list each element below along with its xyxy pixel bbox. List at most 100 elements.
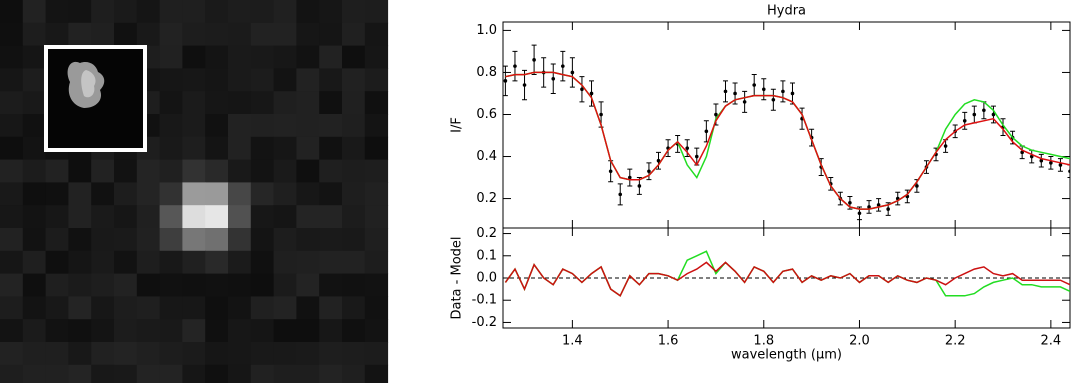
- panel: Data - Modelwavelength (μm)-0.2-0.10.00.…: [450, 226, 1071, 362]
- pixel: [319, 114, 342, 137]
- x-tick-label: 1.8: [753, 334, 774, 349]
- pixel: [365, 296, 388, 319]
- pixel: [137, 251, 160, 274]
- pixel: [205, 342, 228, 365]
- pixel: [251, 274, 274, 297]
- plot-area: [505, 251, 1070, 295]
- pixel: [342, 319, 365, 342]
- pixel: [228, 68, 251, 91]
- y-axis-label: I/F: [450, 117, 465, 133]
- y-tick-label: 0.4: [476, 149, 497, 164]
- pixel: [205, 91, 228, 114]
- pixel: [274, 137, 297, 160]
- pixel: [160, 68, 183, 91]
- pixel: [296, 137, 319, 160]
- pixel: [114, 274, 137, 297]
- y-tick-label: 0.0: [476, 271, 497, 286]
- x-tick-label: 2.4: [1041, 334, 1062, 349]
- pixel: [137, 23, 160, 46]
- pixel: [296, 365, 319, 383]
- pixel: [296, 23, 319, 46]
- pixel: [251, 205, 274, 228]
- pixel: [319, 68, 342, 91]
- y-axis-label: Data - Model: [450, 236, 465, 319]
- pixel: [319, 182, 342, 205]
- pixel: [274, 228, 297, 251]
- pixel: [114, 365, 137, 383]
- pixel: [0, 228, 23, 251]
- pixel: [91, 228, 114, 251]
- pixel: [68, 365, 91, 383]
- pixel: [0, 342, 23, 365]
- x-tick-label: 1.4: [562, 334, 583, 349]
- pixel: [319, 160, 342, 183]
- pixel: [23, 46, 46, 69]
- pixel: [296, 0, 319, 23]
- pixel: [160, 91, 183, 114]
- pixel: [114, 160, 137, 183]
- data-point: [791, 92, 795, 96]
- pixel: [182, 91, 205, 114]
- pixel: [296, 182, 319, 205]
- pixel: [137, 160, 160, 183]
- pixel: [296, 251, 319, 274]
- data-point: [714, 113, 718, 117]
- pixel: [114, 319, 137, 342]
- pixel: [274, 91, 297, 114]
- pixel: [137, 296, 160, 319]
- data-point: [647, 169, 651, 173]
- pixel: [274, 274, 297, 297]
- pixel: [365, 251, 388, 274]
- pixel: [114, 0, 137, 23]
- pixel: [160, 251, 183, 274]
- pixel: [342, 205, 365, 228]
- pixel: [251, 46, 274, 69]
- pixel: [160, 182, 183, 205]
- pixel: [228, 46, 251, 69]
- plot-area: [503, 45, 1073, 219]
- pixel: [23, 137, 46, 160]
- pixel: [205, 182, 228, 205]
- data-point: [638, 184, 642, 188]
- pixel: [114, 228, 137, 251]
- pixel: [46, 342, 69, 365]
- pixel: [251, 319, 274, 342]
- pixel: [0, 160, 23, 183]
- pixel: [46, 23, 69, 46]
- pixel: [68, 182, 91, 205]
- pixel: [137, 0, 160, 23]
- pixel: [46, 365, 69, 383]
- pixel: [68, 296, 91, 319]
- x-tick-label: 2.0: [849, 334, 870, 349]
- pixel: [205, 46, 228, 69]
- pixel: [23, 23, 46, 46]
- pixel: [46, 274, 69, 297]
- pixel: [114, 182, 137, 205]
- pixel: [365, 91, 388, 114]
- pixel: [296, 319, 319, 342]
- pixel: [68, 228, 91, 251]
- y-tick-label: -0.1: [472, 293, 497, 308]
- pixel: [365, 342, 388, 365]
- pixel: [319, 23, 342, 46]
- pixel: [182, 205, 205, 228]
- pixel: [160, 342, 183, 365]
- pixel: [160, 319, 183, 342]
- pixel: [205, 296, 228, 319]
- pixel: [160, 137, 183, 160]
- data-point: [743, 100, 747, 104]
- data-point: [772, 98, 776, 102]
- pixel: [68, 0, 91, 23]
- pixel: [114, 251, 137, 274]
- pixel: [365, 182, 388, 205]
- pixel: [205, 0, 228, 23]
- data-point: [523, 83, 527, 87]
- data-point: [858, 211, 862, 215]
- pixel: [205, 160, 228, 183]
- y-tick-label: 0.1: [476, 248, 497, 263]
- pixel: [274, 114, 297, 137]
- pixel: [0, 251, 23, 274]
- chart-title: Hydra: [767, 4, 806, 19]
- pixel: [46, 251, 69, 274]
- pixel: [23, 251, 46, 274]
